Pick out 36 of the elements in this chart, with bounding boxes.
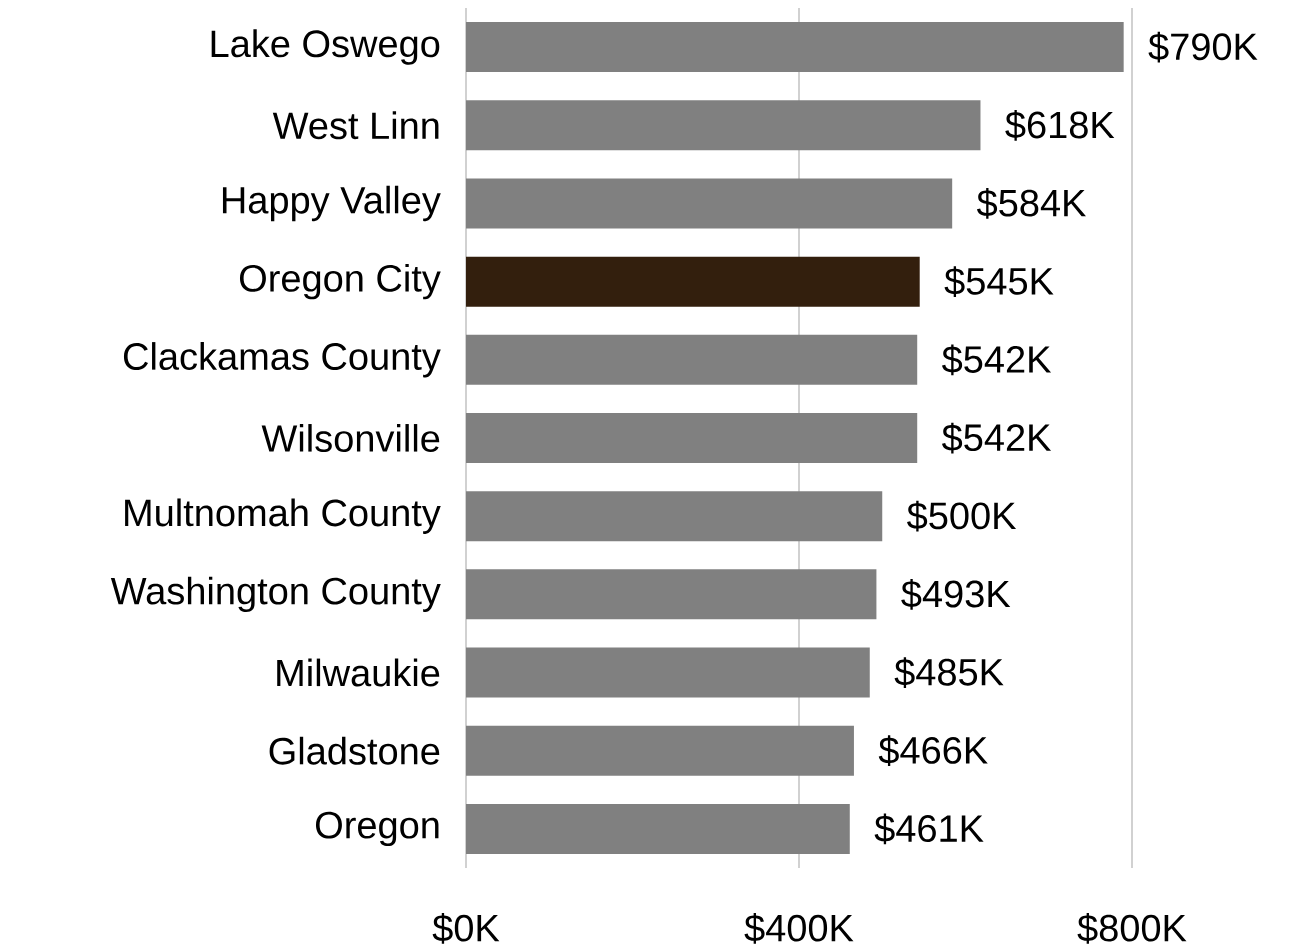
bar: [466, 491, 883, 542]
data-label: $542K: [942, 422, 1052, 454]
x-tick-label: $0K: [432, 913, 500, 944]
bar: [466, 334, 918, 385]
data-label: $500K: [907, 500, 1017, 532]
bar: [466, 256, 920, 307]
y-tick-label: Washington County: [110, 576, 441, 613]
bar: [466, 725, 854, 776]
data-label: $618K: [1005, 109, 1115, 141]
x-tick-label: $400K: [744, 913, 854, 944]
y-tick-label: Happy Valley: [222, 185, 441, 222]
data-label: $485K: [894, 657, 1004, 688]
data-label: $542K: [942, 344, 1052, 376]
data-label: $466K: [878, 735, 988, 767]
y-tick-label: Oregon: [315, 811, 439, 847]
bar: [466, 22, 1124, 73]
data-label: $493K: [901, 579, 1011, 610]
y-tick-label: Wilsonville: [261, 424, 440, 452]
y-tick-label: Oregon City: [239, 263, 441, 300]
data-label: $545K: [944, 266, 1054, 298]
y-tick-label: Lake Oswego: [211, 29, 440, 65]
bar: [466, 178, 953, 229]
bar: [466, 647, 870, 698]
y-tick-label: West Linn: [272, 111, 439, 140]
y-tick-label: Milwaukie: [277, 658, 440, 687]
y-tick-label: Clackamas County: [123, 342, 441, 378]
bar: [466, 569, 877, 620]
data-label: $584K: [976, 188, 1086, 219]
data-label: $461K: [874, 813, 984, 845]
data-label: $790K: [1148, 31, 1258, 63]
bar: [466, 412, 918, 463]
y-tick-label: Multnomah County: [125, 498, 441, 534]
y-tick-label: Gladstone: [269, 736, 440, 765]
bar: [466, 803, 850, 854]
bar: [466, 100, 981, 151]
x-tick-label: $800K: [1077, 913, 1187, 944]
